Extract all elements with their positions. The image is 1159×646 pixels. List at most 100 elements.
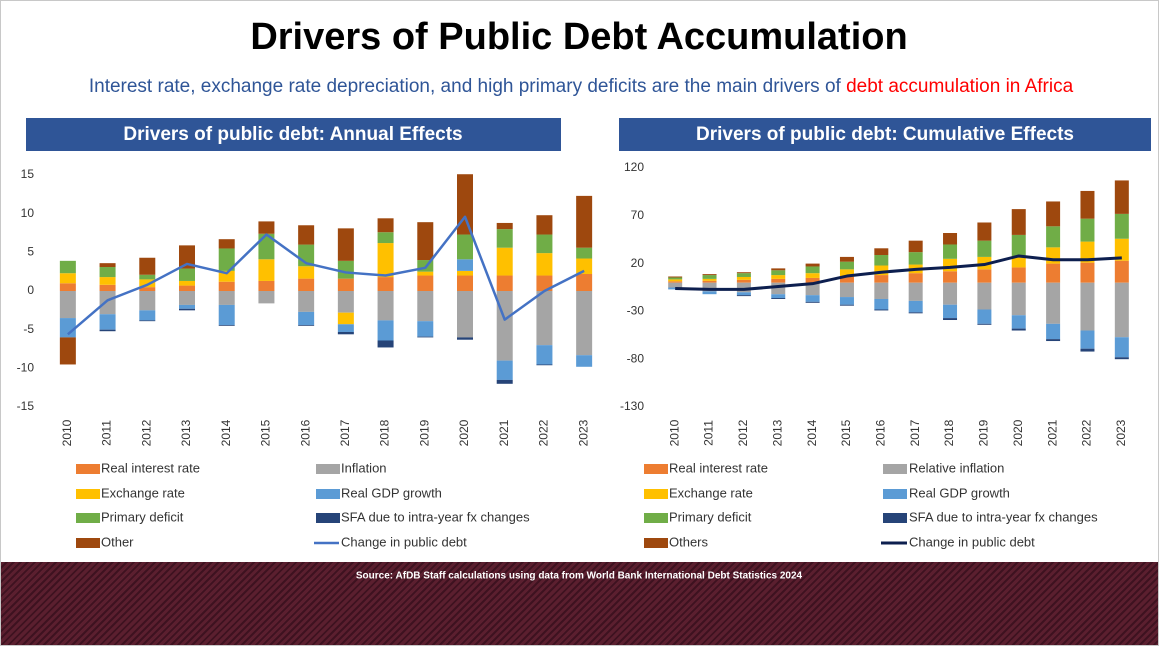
x-tick-label: 2023	[1114, 419, 1128, 446]
bar-segment	[1080, 218, 1095, 242]
bar-segment	[977, 309, 992, 324]
bar-segment	[1114, 180, 1129, 214]
bar-segment	[179, 285, 195, 291]
bar-segment	[702, 275, 717, 279]
bar-segment	[536, 275, 553, 291]
bar-segment	[139, 320, 156, 322]
y-tick-label: -15	[17, 399, 35, 413]
bar-segment	[943, 258, 958, 272]
chart-title: Drivers of public debt: Annual Effects	[123, 124, 462, 145]
bar-segment	[377, 340, 394, 348]
bar-segment	[337, 260, 354, 279]
bar-segment	[771, 270, 786, 276]
bar-segment	[1046, 339, 1061, 342]
bar-segment	[736, 273, 751, 277]
bar-segment	[59, 291, 76, 319]
bar-segment	[736, 276, 751, 280]
y-tick-label: 20	[631, 256, 645, 270]
legend-swatch	[644, 464, 668, 474]
bar-segment	[139, 279, 156, 288]
bar-segment	[874, 275, 889, 283]
legend-swatch	[316, 464, 340, 474]
bar-segment	[179, 291, 195, 305]
bar-segment	[496, 379, 513, 384]
bar-segment	[736, 282, 751, 293]
bar-segment	[536, 291, 553, 346]
debt-line	[675, 254, 1122, 291]
legend-label: Exchange rate	[101, 485, 185, 500]
bar-segment	[805, 277, 820, 283]
x-tick-label: 2013	[179, 419, 193, 446]
bar-segment	[977, 282, 992, 310]
x-tick-label: 2010	[667, 419, 681, 446]
legend-swatch	[883, 513, 907, 523]
x-tick-label: 2017	[908, 419, 922, 446]
bar-segment	[874, 309, 889, 311]
subtitle: Interest rate, exchange rate depreciatio…	[89, 76, 1074, 97]
bar-segment	[874, 265, 889, 276]
bar-segment	[139, 310, 156, 321]
bar-segment	[805, 282, 820, 296]
legend-label: Primary deficit	[669, 509, 752, 524]
bar-segment	[258, 291, 275, 304]
bar-segment	[218, 325, 235, 326]
bar-segment	[805, 266, 820, 274]
x-tick-label: 2021	[497, 419, 511, 446]
bar-segment	[702, 280, 717, 283]
legend-swatch	[316, 513, 340, 523]
bar-segment	[536, 215, 553, 235]
bar-segment	[668, 277, 683, 280]
bar-segment	[337, 331, 354, 335]
x-tick-label: 2019	[417, 419, 431, 446]
legend-label: Real GDP growth	[341, 485, 442, 500]
bar-segment	[702, 278, 717, 281]
bar-segment	[839, 261, 854, 270]
bar-segment	[1080, 330, 1095, 349]
bar-segment	[908, 273, 923, 283]
bar-segment	[1114, 213, 1129, 239]
bar-segment	[943, 318, 958, 321]
y-tick-label: -80	[627, 351, 645, 365]
bar-segment	[536, 234, 553, 254]
bar-segment	[908, 252, 923, 265]
y-tick-label: -5	[23, 322, 34, 336]
bar-segment	[1011, 282, 1026, 316]
bar-segment	[457, 337, 473, 340]
bar-segment	[496, 247, 513, 276]
x-tick-label: 2010	[60, 419, 74, 446]
chart-header	[26, 118, 561, 151]
legend-swatch	[76, 513, 100, 523]
bar-segment	[99, 263, 116, 268]
bar-segment	[771, 282, 786, 295]
x-tick-label: 2023	[576, 419, 590, 446]
bar-segment	[736, 295, 751, 297]
bar-segment	[1114, 238, 1129, 261]
bar-segment	[298, 291, 315, 312]
legend-swatch	[76, 538, 100, 548]
legend-swatch	[76, 489, 100, 499]
bar-segment	[258, 221, 275, 234]
bar-segment	[1114, 282, 1129, 338]
legend-label: Change in public debt	[909, 534, 1035, 549]
bar-segment	[337, 278, 354, 291]
legend-label: Relative inflation	[909, 460, 1004, 475]
bar-segment	[179, 268, 195, 281]
bar-segment	[377, 232, 394, 244]
x-tick-label: 2021	[1045, 419, 1059, 446]
chart-title: Drivers of public debt: Cumulative Effec…	[696, 124, 1074, 145]
legend-swatch	[644, 513, 668, 523]
bar-segment	[839, 282, 854, 298]
bar-segment	[576, 291, 593, 356]
debt-line	[67, 215, 585, 336]
bar-segment	[1011, 315, 1026, 329]
bar-segment	[218, 281, 235, 291]
bar-segment	[139, 257, 156, 275]
x-tick-label: 2022	[537, 419, 551, 446]
bar-segment	[943, 304, 958, 319]
legend-swatch	[644, 489, 668, 499]
bar-segment	[496, 229, 513, 248]
bar-segment	[258, 280, 275, 291]
x-tick-label: 2020	[457, 419, 471, 446]
bar-segment	[771, 298, 786, 299]
bar-segment	[417, 275, 434, 291]
